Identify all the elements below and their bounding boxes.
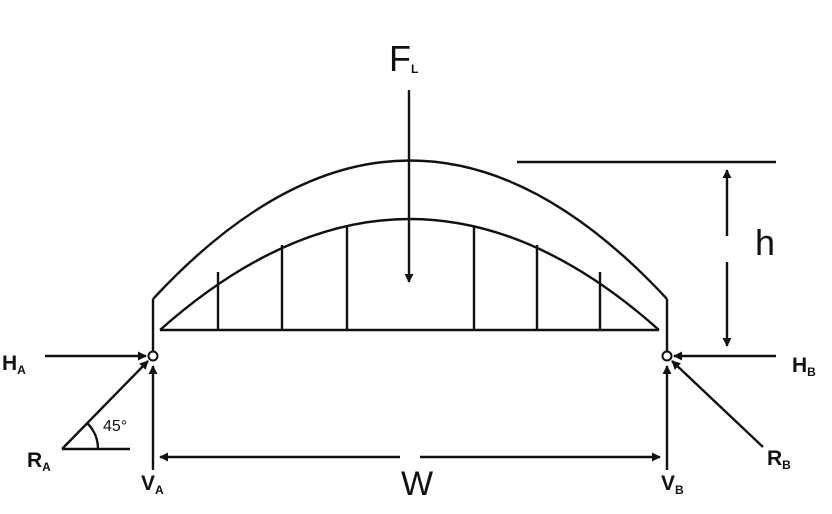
support-pin-a xyxy=(147,350,159,362)
load-label: FL xyxy=(389,38,418,79)
rb-label: RB xyxy=(767,447,791,472)
ha-label: HA xyxy=(2,352,26,377)
rb-arrow xyxy=(671,360,764,448)
angle-arc xyxy=(86,422,100,450)
ra-label: RA xyxy=(27,449,51,474)
va-label: VA xyxy=(141,472,164,497)
support-pin-b xyxy=(661,350,673,362)
ra-arrow xyxy=(61,360,149,450)
angle-label: 45° xyxy=(103,418,127,435)
hb-label: HB xyxy=(792,354,816,379)
vb-label: VB xyxy=(661,472,684,497)
height-label: h xyxy=(755,222,775,263)
width-label: W xyxy=(401,465,433,503)
